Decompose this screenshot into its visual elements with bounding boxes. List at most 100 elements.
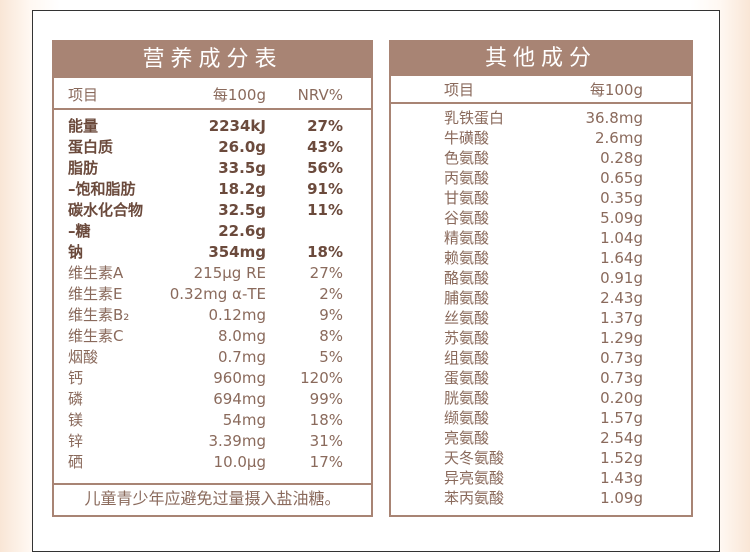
row-name: 苏氨酸 bbox=[444, 329, 490, 347]
row-name: 胱氨酸 bbox=[444, 389, 490, 407]
row-nrv: 18% bbox=[309, 411, 343, 429]
row-nrv: 11% bbox=[307, 201, 343, 219]
divider bbox=[391, 102, 691, 104]
header-cell: 每100g bbox=[589, 81, 643, 99]
row-name: 组氨酸 bbox=[444, 349, 490, 367]
row-value: 5.09g bbox=[600, 209, 643, 227]
row-name: 维生素A bbox=[68, 264, 124, 282]
row-value: 694mg bbox=[213, 390, 266, 408]
row-value: 54mg bbox=[222, 411, 266, 429]
row-value: 3.39mg bbox=[208, 432, 266, 450]
row-name: 镁 bbox=[68, 411, 84, 429]
row-value: 0.32mg α-TE bbox=[169, 285, 266, 303]
row-name: 精氨酸 bbox=[444, 229, 490, 247]
table-title: 营养成分表 bbox=[54, 42, 371, 78]
row-value: 2.54g bbox=[600, 429, 643, 447]
row-name: 脯氨酸 bbox=[444, 289, 490, 307]
row-name: 维生素B₂ bbox=[68, 306, 130, 324]
row-name: 赖氨酸 bbox=[444, 249, 490, 267]
row-nrv: 120% bbox=[300, 369, 343, 387]
nutrition-table: 营养成分表 儿童青少年应避免过量摄入盐油糖。 项目 每100g NRV% 能量 2234… bbox=[52, 40, 373, 517]
row-value: 1.09g bbox=[600, 489, 643, 507]
row-name: 天冬氨酸 bbox=[444, 449, 505, 467]
divider bbox=[54, 108, 371, 110]
row-name: 脂肪 bbox=[68, 159, 99, 177]
footer-note: 儿童青少年应避免过量摄入盐油糖。 bbox=[84, 489, 341, 508]
row-value: 0.35g bbox=[600, 189, 643, 207]
table-title: 其他成分 bbox=[391, 42, 691, 76]
row-nrv: 56% bbox=[307, 159, 343, 177]
row-nrv: 27% bbox=[309, 264, 343, 282]
row-nrv: 17% bbox=[309, 453, 343, 471]
row-value: 354mg bbox=[208, 243, 266, 261]
row-value: 0.20g bbox=[600, 389, 643, 407]
row-value: 22.6g bbox=[218, 222, 266, 240]
row-value: 1.52g bbox=[600, 449, 643, 467]
row-nrv: 18% bbox=[307, 243, 343, 261]
row-value: 0.65g bbox=[600, 169, 643, 187]
row-value: 33.5g bbox=[218, 159, 266, 177]
row-value: 0.12mg bbox=[208, 306, 266, 324]
row-nrv: 9% bbox=[319, 306, 343, 324]
row-value: 2234kJ bbox=[208, 117, 266, 135]
row-name: 碳水化合物 bbox=[68, 201, 144, 219]
row-value: 0.91g bbox=[600, 269, 643, 287]
row-value: 1.43g bbox=[600, 469, 643, 487]
row-name: 磷 bbox=[68, 390, 84, 408]
row-name: 蛋白质 bbox=[68, 138, 114, 156]
row-name: 维生素E bbox=[68, 285, 123, 303]
row-value: 0.73g bbox=[600, 369, 643, 387]
row-name: 酪氨酸 bbox=[444, 269, 490, 287]
row-name: 缬氨酸 bbox=[444, 409, 490, 427]
row-name: 能量 bbox=[68, 117, 99, 135]
header-cell: 每100g bbox=[212, 86, 266, 104]
header-cell: NRV% bbox=[297, 86, 343, 104]
row-value: 0.73g bbox=[600, 349, 643, 367]
row-value: 10.0μg bbox=[213, 453, 266, 471]
row-value: 1.29g bbox=[600, 329, 643, 347]
row-name: 丝氨酸 bbox=[444, 309, 490, 327]
divider bbox=[54, 483, 371, 485]
row-value: 1.04g bbox=[600, 229, 643, 247]
row-name: 异亮氨酸 bbox=[444, 469, 505, 487]
row-value: 8.0mg bbox=[218, 327, 266, 345]
row-value: 2.6mg bbox=[595, 129, 643, 147]
other-table: 其他成分 项目 每100g 乳铁蛋白 36.8mg 牛磺酸 2.6mg 色氨酸 0.28g 丙氨… bbox=[389, 40, 693, 517]
row-value: 0.28g bbox=[600, 149, 643, 167]
row-value: 1.64g bbox=[600, 249, 643, 267]
row-name: 钙 bbox=[68, 369, 84, 387]
row-nrv: 91% bbox=[307, 180, 343, 198]
row-name: 硒 bbox=[68, 453, 84, 471]
row-name: 蛋氨酸 bbox=[444, 369, 490, 387]
row-name: 锌 bbox=[68, 432, 84, 450]
row-value: 0.7mg bbox=[218, 348, 266, 366]
row-nrv: 99% bbox=[309, 390, 343, 408]
row-name: 钠 bbox=[68, 243, 84, 261]
row-nrv: 8% bbox=[319, 327, 343, 345]
row-nrv: 31% bbox=[309, 432, 343, 450]
row-name: 谷氨酸 bbox=[444, 209, 490, 227]
row-value: 2.43g bbox=[600, 289, 643, 307]
row-value: 36.8mg bbox=[585, 109, 643, 127]
row-name: 甘氨酸 bbox=[444, 189, 490, 207]
row-value: 1.57g bbox=[600, 409, 643, 427]
header-cell: 项目 bbox=[444, 81, 475, 99]
row-name: 烟酸 bbox=[68, 348, 99, 366]
row-name: 苯丙氨酸 bbox=[444, 489, 505, 507]
row-value: 215μg RE bbox=[193, 264, 266, 282]
row-name: 牛磺酸 bbox=[444, 129, 490, 147]
row-value: 18.2g bbox=[218, 180, 266, 198]
panel bbox=[32, 10, 720, 552]
row-nrv: 27% bbox=[307, 117, 343, 135]
row-name: 维生素C bbox=[68, 327, 124, 345]
row-name: –饱和脂肪 bbox=[68, 180, 136, 198]
row-nrv: 5% bbox=[319, 348, 343, 366]
row-name: –糖 bbox=[68, 222, 91, 240]
row-name: 丙氨酸 bbox=[444, 169, 490, 187]
header-cell: 项目 bbox=[68, 86, 99, 104]
row-name: 亮氨酸 bbox=[444, 429, 490, 447]
row-nrv: 43% bbox=[307, 138, 343, 156]
row-name: 乳铁蛋白 bbox=[444, 109, 505, 127]
row-nrv: 2% bbox=[319, 285, 343, 303]
